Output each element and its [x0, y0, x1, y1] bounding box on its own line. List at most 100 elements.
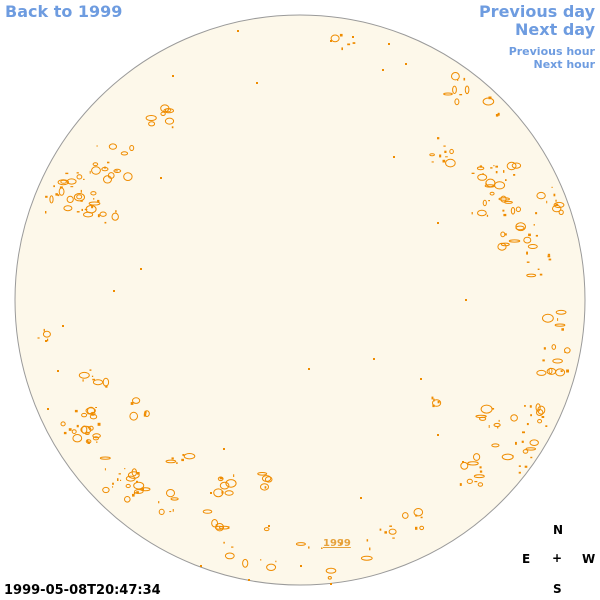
feature-dot — [498, 419, 500, 422]
next-hour-link[interactable]: Next hour — [533, 58, 596, 71]
feature-contour — [49, 195, 54, 204]
feature-dot — [181, 458, 184, 462]
feature-contour — [360, 555, 373, 561]
feature-contour — [111, 212, 119, 221]
feature-dot — [445, 156, 448, 158]
feature-contour — [88, 425, 94, 431]
feature-dot — [521, 440, 524, 443]
feature-contour — [42, 330, 51, 338]
feature-dot — [437, 137, 440, 140]
feature-contour — [183, 453, 196, 460]
feature-contour — [266, 563, 277, 571]
feature-dot — [80, 189, 82, 193]
feature-contour — [88, 201, 101, 206]
feature-contour — [548, 367, 553, 374]
feature-dot — [437, 222, 439, 224]
back-to-year-link[interactable]: Back to 1999 — [5, 2, 123, 21]
feature-dot — [488, 96, 492, 100]
feature-contour — [515, 225, 525, 231]
previous-hour-link[interactable]: Previous hour — [508, 45, 595, 58]
feature-contour — [120, 151, 129, 156]
feature-dot — [535, 234, 538, 237]
feature-dot — [497, 113, 500, 116]
feature-dot — [439, 154, 442, 158]
feature-contour — [145, 115, 157, 121]
feature-contour — [219, 481, 230, 490]
feature-dot — [104, 468, 106, 471]
feature-contour — [124, 496, 131, 503]
feature-dot — [95, 407, 97, 408]
feature-dot — [502, 209, 505, 212]
feature-contour — [432, 399, 442, 407]
feature-contour — [482, 97, 495, 106]
feature-dot — [65, 172, 69, 175]
feature-dot — [529, 405, 532, 408]
feature-contour — [555, 309, 567, 315]
feature-dot — [93, 198, 95, 200]
feature-dot — [379, 528, 382, 531]
feature-contour — [78, 371, 90, 379]
feature-dot — [117, 478, 119, 481]
feature-dot — [136, 472, 140, 475]
feature-contour — [90, 411, 96, 416]
feature-contour — [510, 414, 518, 422]
feature-contour — [90, 191, 97, 196]
feature-dot — [89, 170, 91, 174]
feature-dot — [535, 212, 538, 215]
feature-dot — [76, 211, 80, 213]
previous-day-link[interactable]: Previous day — [478, 2, 595, 21]
feature-dot — [503, 170, 505, 173]
feature-contour — [295, 542, 306, 546]
feature-contour — [413, 508, 424, 517]
feature-dot — [543, 347, 546, 350]
feature-dot — [530, 456, 533, 459]
feature-dot — [68, 428, 72, 431]
feature-contour — [464, 85, 470, 95]
feature-contour — [92, 433, 101, 439]
feature-dot — [462, 461, 464, 463]
feature-dot — [526, 251, 528, 255]
feature-contour — [536, 369, 547, 376]
feature-dot — [237, 30, 239, 32]
feature-dot — [463, 77, 466, 81]
feature-contour — [260, 483, 269, 491]
feature-dot — [557, 204, 559, 206]
feature-contour — [225, 479, 237, 488]
feature-contour — [103, 175, 112, 184]
feature-dot — [497, 112, 500, 114]
feature-dot — [555, 203, 559, 206]
feature-dot — [432, 404, 435, 408]
feature-contour — [500, 231, 506, 238]
feature-dot — [339, 542, 343, 545]
feature-dot — [382, 69, 384, 71]
feature-dot — [415, 526, 418, 530]
feature-dot — [158, 501, 160, 504]
feature-contour — [388, 528, 397, 535]
next-day-link[interactable]: Next day — [515, 20, 595, 39]
feature-contour — [510, 207, 516, 215]
feature-dot — [547, 253, 551, 256]
feature-dot — [136, 491, 139, 494]
feature-contour — [92, 162, 99, 167]
feature-dot — [171, 126, 174, 129]
feature-dot — [91, 205, 94, 209]
feature-contour — [92, 436, 100, 441]
feature-dot — [459, 483, 462, 486]
feature-contour — [527, 244, 538, 249]
feature-dot — [107, 161, 110, 164]
feature-dot — [522, 431, 525, 434]
feature-dot — [488, 200, 490, 202]
feature-contour — [164, 117, 175, 125]
feature-contour — [83, 211, 94, 218]
feature-dot — [373, 358, 375, 360]
feature-dot — [133, 492, 136, 495]
feature-dot — [459, 94, 463, 96]
feature-dot — [47, 338, 49, 342]
feature-contour — [535, 403, 541, 412]
feature-dot — [233, 474, 235, 477]
feature-dot — [182, 454, 185, 456]
feature-dot — [485, 183, 487, 185]
year-link[interactable]: 1999 — [323, 538, 351, 549]
feature-dot — [223, 541, 225, 544]
